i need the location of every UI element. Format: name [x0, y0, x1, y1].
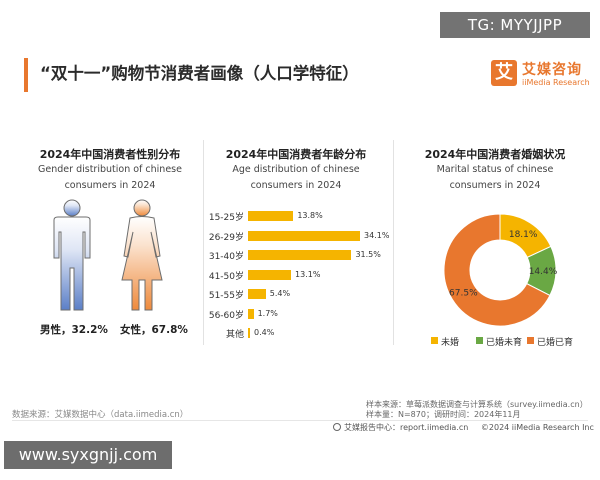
age-value-label: 0.4%: [254, 328, 275, 337]
legend-swatch: [527, 337, 534, 344]
age-category-label: 26-29岁: [208, 232, 244, 243]
marital-chart-subtitle: Marital status of chinese consumers in 2…: [436, 164, 554, 191]
sample-source: 样本来源：草莓派数据调查与计算系统（survey.iimedia.cn）: [366, 400, 588, 409]
age-value-label: 13.1%: [295, 269, 321, 279]
panel-divider: [203, 140, 204, 345]
report-center-icon: [333, 423, 341, 431]
donut-value-label: 18.1%: [509, 230, 538, 240]
sample-size: 样本量：N=870；调研时间：2024年11月: [366, 410, 521, 419]
title-accent-bar: [24, 58, 28, 92]
donut-value-label: 67.5%: [449, 288, 478, 298]
age-category-label: 31-40岁: [208, 252, 244, 262]
age-category-label: 51-55岁: [208, 291, 244, 301]
brand-name-cn: 艾媒咨询: [522, 62, 582, 78]
age-bar: [248, 211, 294, 221]
male-share-label: 男性，32.2%: [40, 324, 108, 336]
age-value-label: 31.5%: [355, 250, 381, 259]
legend-swatch: [431, 337, 438, 344]
legend-swatch: [476, 337, 483, 344]
age-chart-title: 2024年中国消费者年龄分布: [225, 148, 367, 161]
report-center-link[interactable]: 艾媒报告中心：report.iimedia.cn: [344, 423, 469, 432]
female-share-label: 女性，67.8%: [120, 324, 188, 336]
brand-name-en: iiMedia Research: [522, 78, 590, 87]
age-chart-subtitle: Age distribution of chinese consumers in…: [232, 164, 360, 191]
site-watermark: www.syxgnjj.com: [4, 441, 172, 469]
age-bar: [248, 308, 254, 319]
age-bar: [248, 328, 250, 338]
marital-chart-title: 2024年中国消费者婚姻状况: [424, 148, 566, 161]
female-figure-icon: [121, 199, 163, 311]
age-value-label: 1.7%: [257, 308, 278, 318]
gender-chart-subtitle: Gender distribution of chinese consumers…: [38, 164, 182, 191]
age-category-label: 15-25岁: [208, 213, 244, 223]
legend-label: 已婚已育: [537, 338, 574, 348]
age-value-label: 5.4%: [269, 289, 291, 298]
legend-label: 未婚: [441, 338, 460, 348]
age-category-label: 56-60岁: [208, 310, 244, 321]
gender-chart-title: 2024年中国消费者性别分布: [39, 148, 181, 161]
data-source: 数据来源：艾媒数据中心（data.iimedia.cn）: [12, 410, 189, 420]
age-value-label: 34.1%: [364, 230, 390, 240]
watermark-badge: TG: MYYJJPP: [440, 12, 590, 38]
male-figure-icon: [53, 199, 91, 311]
age-bar: [248, 250, 352, 260]
marital-donut-chart: 18.1% 14.4% 67.5%: [443, 213, 558, 327]
age-category-label: 41-50岁: [208, 271, 244, 282]
panel-divider: [393, 140, 394, 345]
footer-report-center: 艾媒报告中心：report.iimedia.cn ©2024 iiMedia R…: [344, 422, 594, 433]
brand-logo-icon: 艾: [491, 60, 517, 86]
copyright: ©2024 iiMedia Research Inc: [480, 423, 594, 432]
page-title: “双十一”购物节消费者画像（人口学特征）: [40, 64, 359, 83]
age-bar: [248, 269, 292, 280]
age-bar: [248, 289, 266, 299]
donut-value-label: 14.4%: [529, 267, 558, 277]
gender-figures: [53, 199, 163, 311]
age-value-label: 13.8%: [297, 211, 323, 220]
footer-divider: [12, 420, 588, 421]
donut-slice: [443, 213, 551, 327]
age-bar: [248, 230, 360, 241]
age-category-label: 其他: [225, 330, 244, 340]
legend-label: 已婚未育: [486, 338, 523, 348]
